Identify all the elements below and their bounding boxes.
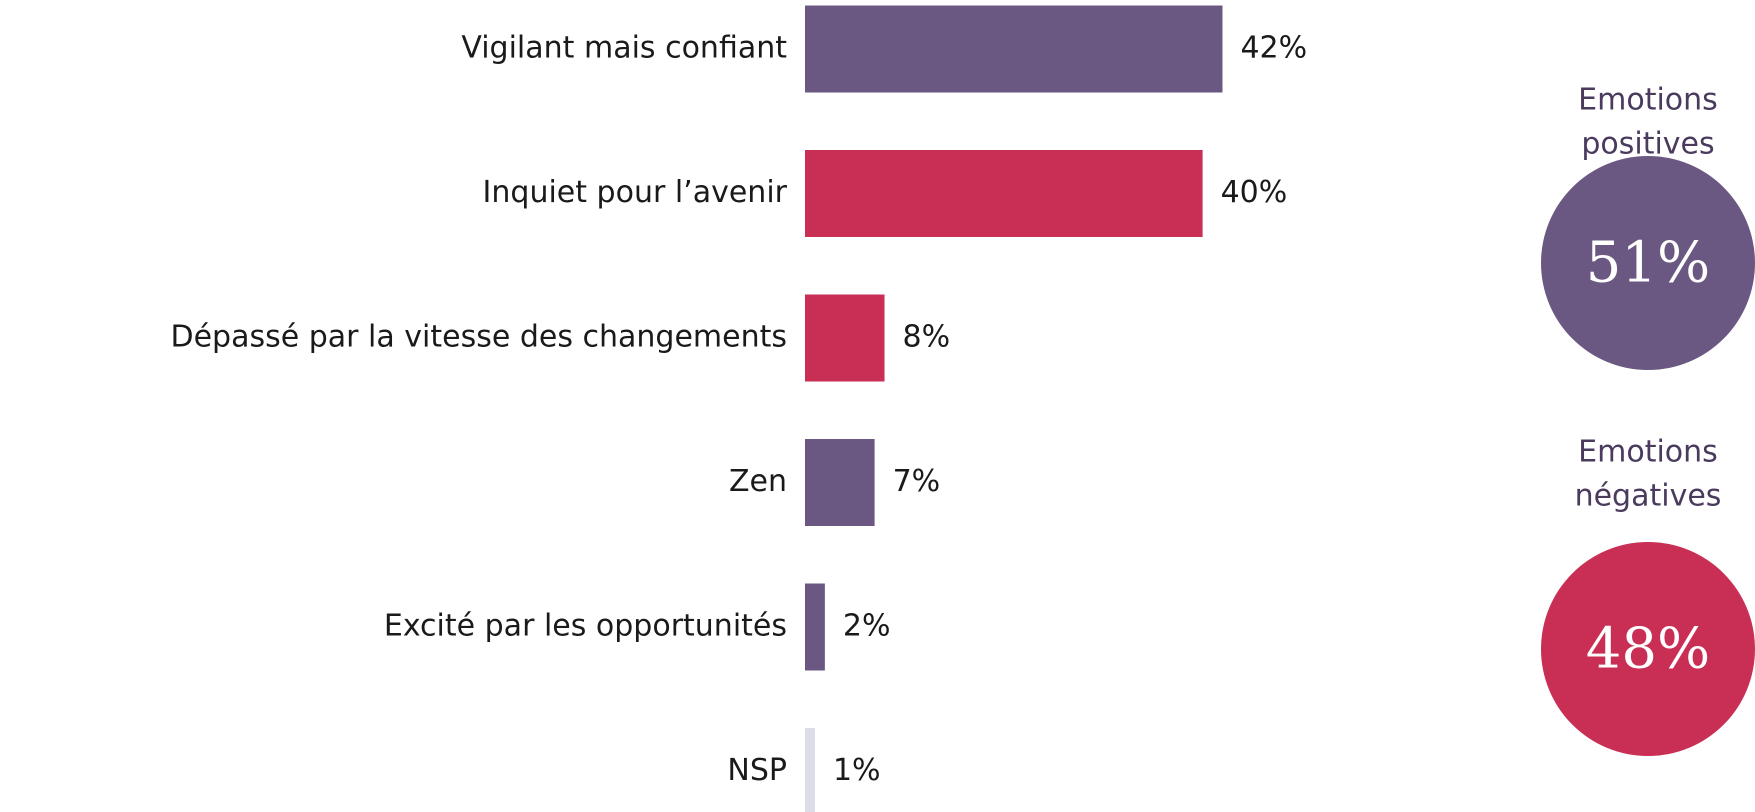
- value-label: 2%: [843, 609, 891, 644]
- summary-label: Emotions: [1578, 83, 1718, 118]
- value-label: 1%: [833, 753, 881, 788]
- bar: [805, 583, 825, 671]
- bar: [805, 5, 1223, 93]
- value-label: 7%: [893, 464, 941, 499]
- summary-label: positives: [1581, 127, 1714, 162]
- category-label: NSP: [727, 753, 787, 788]
- summary-label: Emotions: [1578, 435, 1718, 470]
- bar: [805, 150, 1203, 237]
- bar: [805, 728, 815, 812]
- category-label: Vigilant mais confiant: [461, 31, 787, 66]
- value-label: 40%: [1221, 175, 1288, 210]
- category-label: Dépassé par la vitesse des changements: [170, 320, 787, 355]
- summary-circle: [1541, 156, 1755, 370]
- bar: [805, 294, 885, 382]
- category-label: Excité par les opportunités: [384, 609, 787, 644]
- summary-value: 48%: [1586, 617, 1710, 682]
- summary-value: 51%: [1586, 231, 1710, 296]
- summary-label: négatives: [1575, 479, 1722, 514]
- summary-circle: [1541, 542, 1755, 756]
- category-label: Zen: [729, 464, 787, 499]
- value-label: 42%: [1240, 31, 1307, 66]
- bar: [805, 439, 875, 526]
- category-label: Inquiet pour l’avenir: [483, 175, 788, 210]
- value-label: 8%: [903, 320, 951, 355]
